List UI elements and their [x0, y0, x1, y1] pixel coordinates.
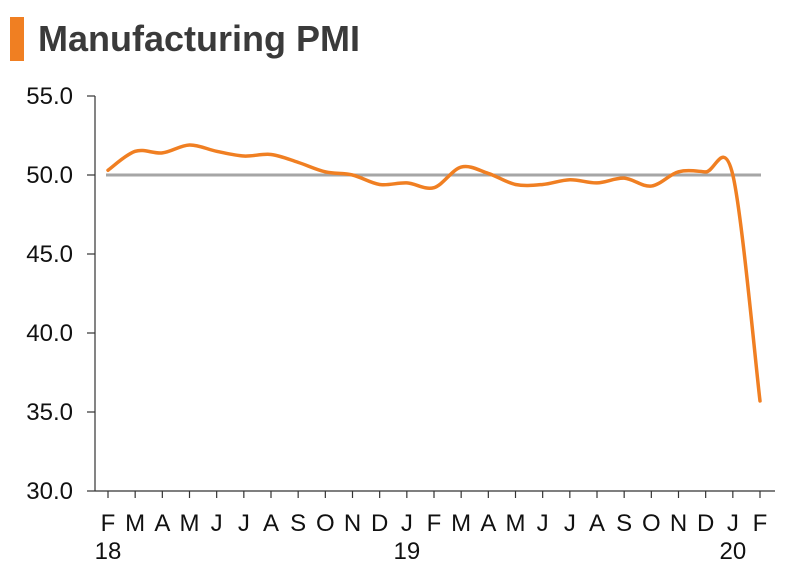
title-row: Manufacturing PMI: [10, 14, 360, 64]
x-tick-label: M: [506, 510, 526, 537]
x-tick-label: J: [211, 510, 223, 537]
x-tick-label: F: [427, 510, 442, 537]
y-tick-label: 30.0: [26, 478, 73, 505]
x-tick-label: M: [451, 510, 471, 537]
pmi-series-line: [106, 143, 762, 403]
x-axis-ticks: F M A M J J A S O N D J F M A M J J A S O N D J F18 19 20: [95, 491, 768, 565]
series-group: [106, 143, 762, 403]
x-tick-label: S: [290, 510, 306, 537]
x-year-label: 18: [95, 538, 122, 565]
x-tick-label: J: [238, 510, 250, 537]
title-accent-bar: [10, 17, 24, 61]
x-tick-label: N: [670, 510, 687, 537]
y-tick-label: 35.0: [26, 399, 73, 426]
y-tick-label: 45.0: [26, 241, 73, 268]
axes: [94, 96, 775, 492]
x-tick-label: S: [616, 510, 632, 537]
x-tick-label: O: [316, 510, 335, 537]
x-tick-label: O: [642, 510, 661, 537]
x-year-label: 20: [719, 538, 746, 565]
x-tick-label: M: [125, 510, 145, 537]
x-tick-label: D: [697, 510, 714, 537]
x-tick-label: A: [480, 510, 496, 537]
x-tick-label: J: [401, 510, 413, 537]
x-year-label: 19: [393, 538, 420, 565]
y-tick-label: 50.0: [26, 162, 73, 189]
x-tick-label: J: [727, 510, 739, 537]
x-tick-label: A: [589, 510, 605, 537]
x-tick-label: N: [344, 510, 361, 537]
x-tick-label: F: [101, 510, 116, 537]
y-tick-label: 55.0: [26, 83, 73, 110]
y-tick-label: 40.0: [26, 320, 73, 347]
x-tick-label: M: [180, 510, 200, 537]
y-axis-ticks: 55.0 50.0 45.0 40.0 35.0 30.0: [26, 83, 95, 505]
x-tick-label: J: [564, 510, 576, 537]
chart-title: Manufacturing PMI: [38, 18, 360, 59]
x-tick-label: J: [537, 510, 549, 537]
x-tick-label: F: [753, 510, 768, 537]
x-tick-label: D: [371, 510, 388, 537]
x-tick-label: A: [154, 510, 170, 537]
x-tick-label: A: [263, 510, 279, 537]
